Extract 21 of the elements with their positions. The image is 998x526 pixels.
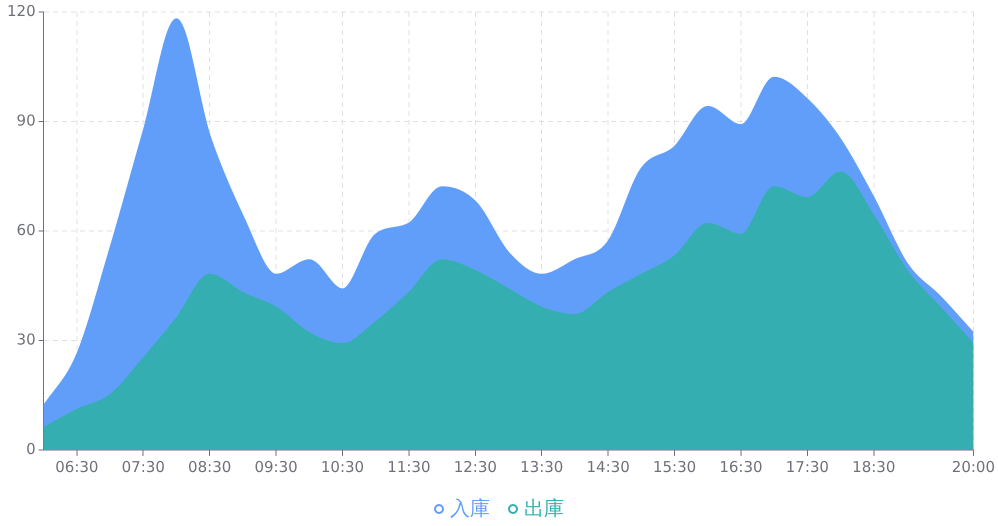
- x-tick-label: 20:00: [952, 458, 996, 476]
- y-tick-label: 30: [16, 330, 36, 348]
- x-tick-label: 08:30: [188, 458, 232, 476]
- y-tick-label: 0: [26, 440, 36, 458]
- x-tick-label: 14:30: [586, 458, 630, 476]
- legend-label: 入庫: [450, 495, 490, 522]
- x-tick-label: 10:30: [320, 458, 364, 476]
- x-tick-label: 17:30: [786, 458, 829, 476]
- y-tick-label: 60: [16, 220, 36, 239]
- x-tick-label: 13:30: [520, 458, 564, 476]
- x-tick-label: 06:30: [55, 458, 98, 476]
- x-tick-label: 11:30: [387, 458, 431, 476]
- x-tick-label: 16:30: [719, 458, 763, 476]
- x-tick-label: 09:30: [254, 458, 298, 476]
- y-tick-label: 90: [16, 111, 36, 130]
- x-tick-label: 18:30: [852, 458, 896, 476]
- x-tick-label: 07:30: [122, 458, 165, 476]
- y-tick-label: 120: [6, 2, 36, 20]
- x-tick-label: 15:30: [652, 458, 696, 476]
- legend-label: 出庫: [524, 495, 564, 522]
- x-tick-label: 12:30: [454, 458, 497, 476]
